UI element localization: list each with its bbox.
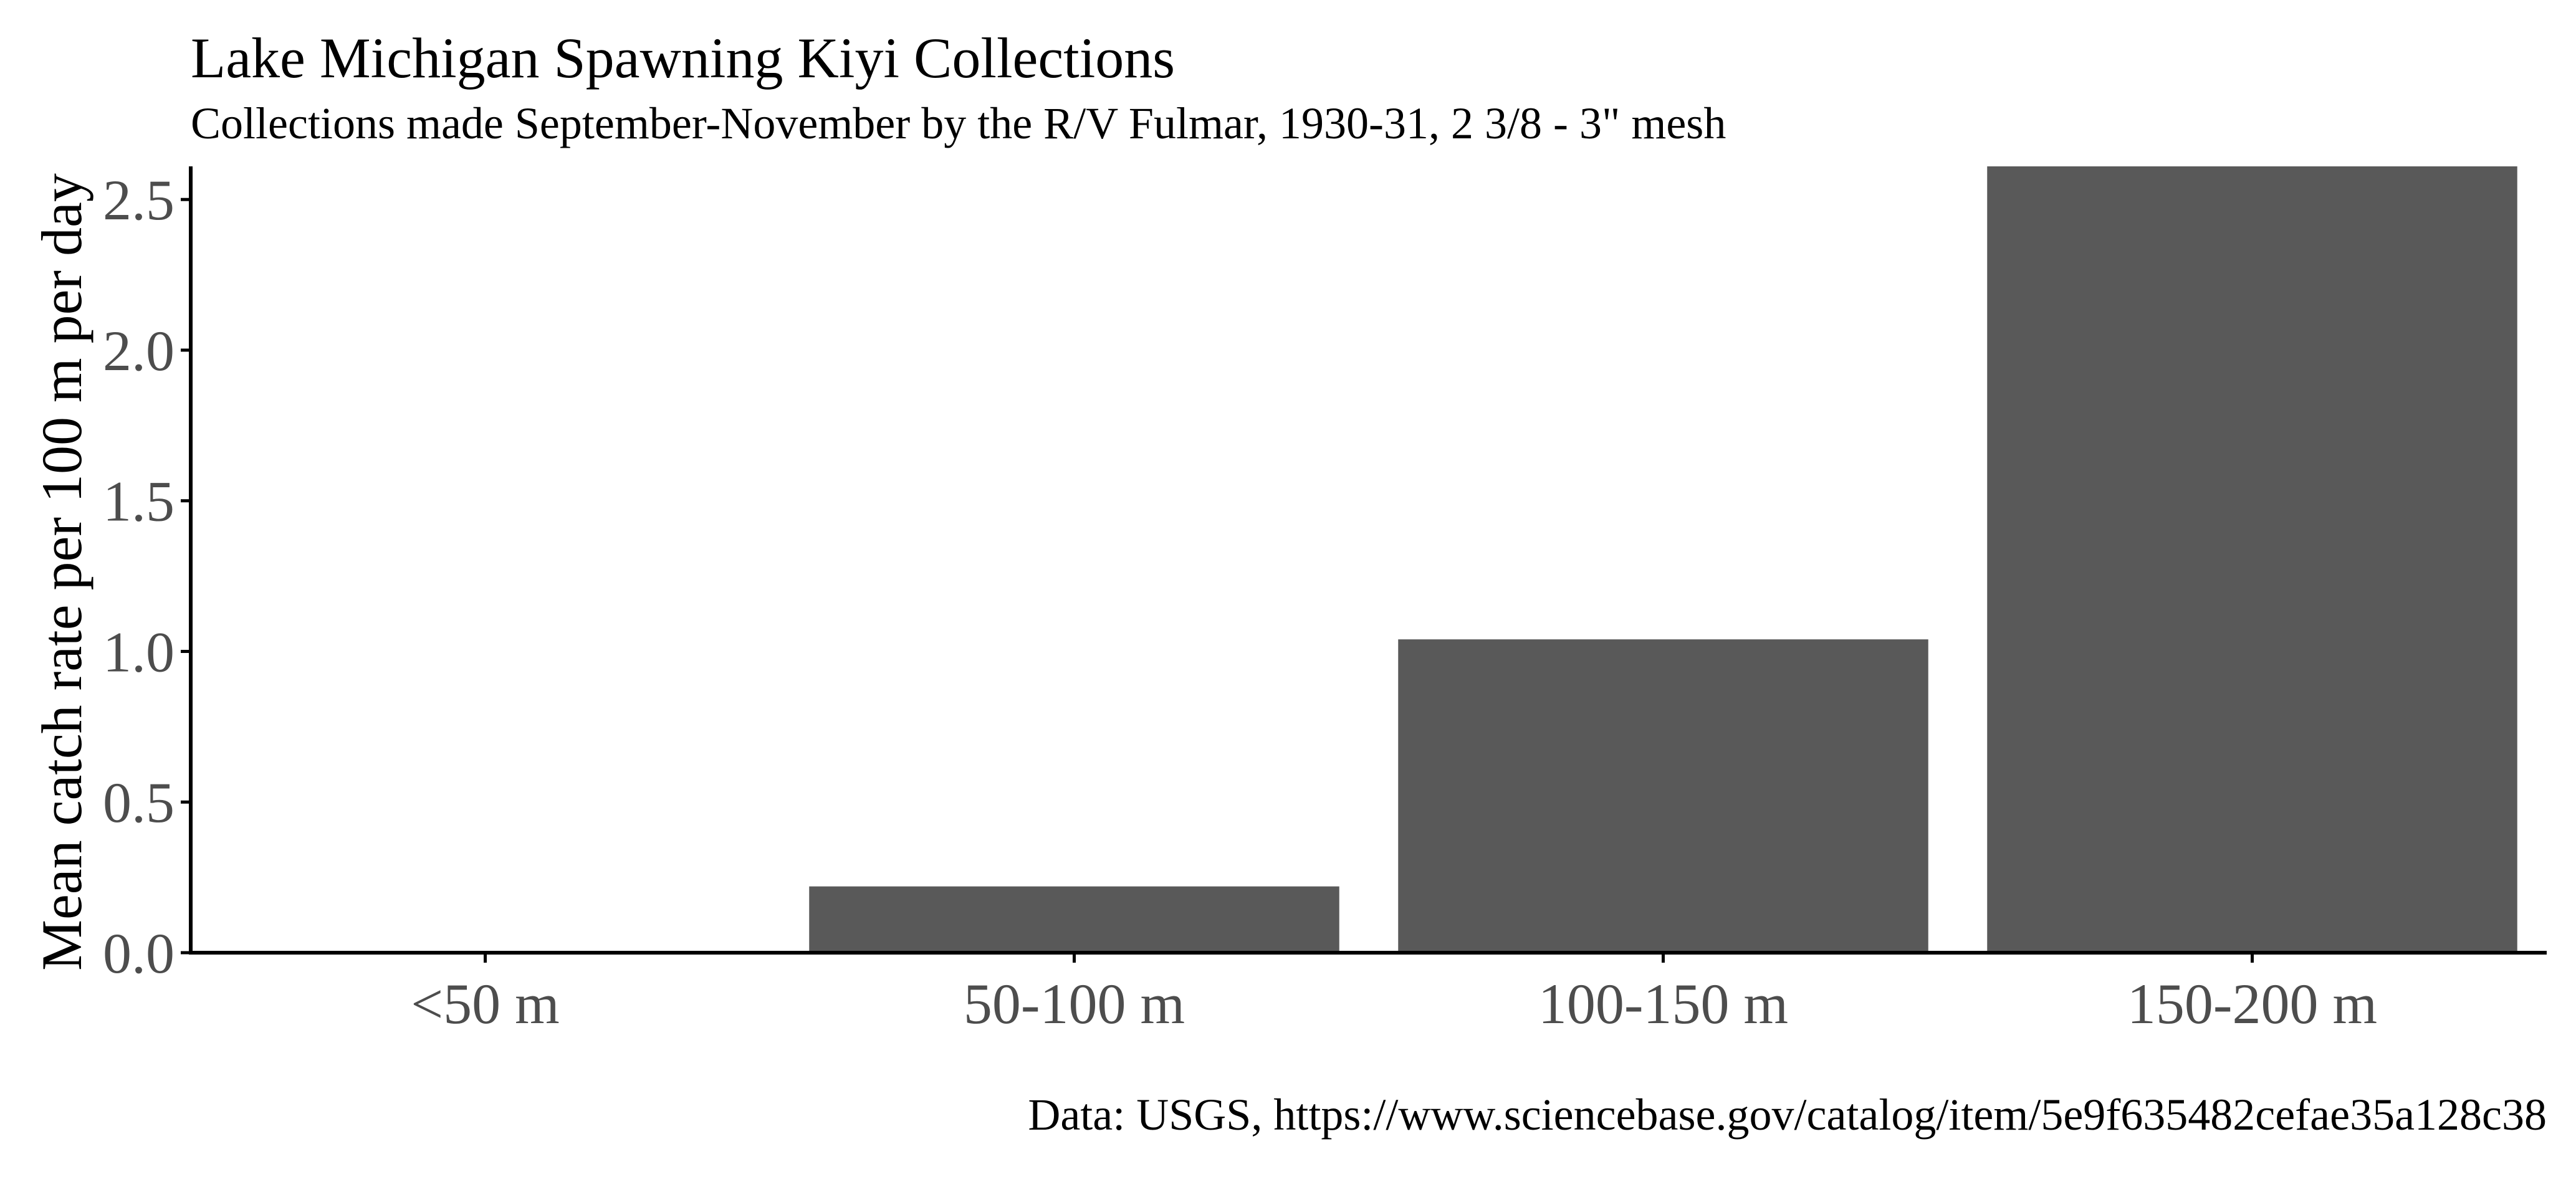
chart-caption: Data: USGS, https://www.sciencebase.gov/…: [1028, 1090, 2547, 1140]
bar: [1987, 166, 2517, 953]
y-tick-label: 0.0: [103, 922, 175, 985]
y-tick-label: 1.0: [103, 620, 175, 684]
y-axis-title: Mean catch rate per 100 m per day: [30, 173, 93, 971]
y-tick-label: 2.0: [103, 319, 175, 383]
y-tick-label: 1.5: [103, 470, 175, 533]
x-tick-label: 50-100 m: [964, 972, 1185, 1036]
x-tick-label: <50 m: [411, 972, 559, 1036]
y-tick-label: 2.5: [103, 168, 175, 232]
y-tick-label: 0.5: [103, 771, 175, 834]
x-axis-ticks: <50 m 50-100 m 100-150 m 150-200 m: [411, 953, 2377, 1036]
bar: [809, 886, 1339, 953]
bars-group: [809, 166, 2517, 953]
x-tick-label: 150-200 m: [2127, 972, 2377, 1036]
chart-subtitle: Collections made September-November by t…: [191, 98, 1726, 148]
y-axis-ticks: 0.0 0.5 1.0 1.5 2.0 2.5: [103, 168, 191, 985]
chart-title: Lake Michigan Spawning Kiyi Collections: [191, 26, 1175, 90]
x-tick-label: 100-150 m: [1538, 972, 1788, 1036]
bar: [1398, 639, 1928, 953]
